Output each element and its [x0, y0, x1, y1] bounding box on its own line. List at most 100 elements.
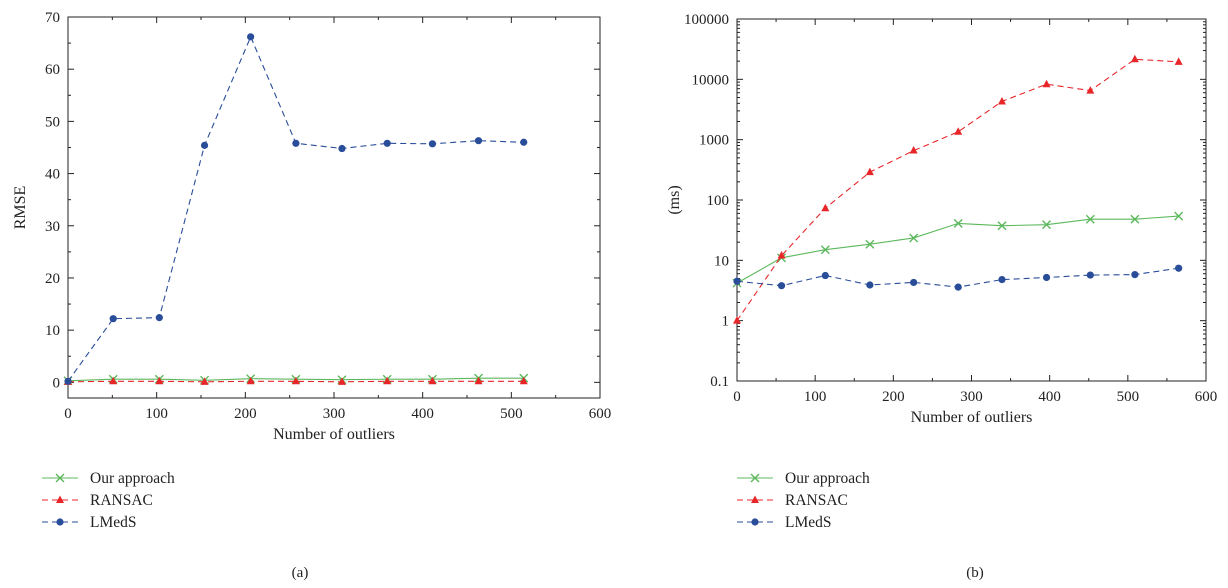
y-tick-label: 70	[45, 10, 60, 26]
data-point	[1130, 54, 1139, 63]
legend: Our approach RANSAC LMedS	[42, 470, 175, 531]
x-tick-label: 200	[882, 389, 905, 405]
data-point	[292, 139, 300, 147]
series-line	[67, 35, 524, 382]
x-tick-label: 600	[1195, 389, 1218, 405]
chart-1: 0 100 200 300 400 500 600 0.1 1 10 100 1000 10000 100…	[666, 12, 1217, 581]
y-tick-label: 0.1	[710, 374, 729, 390]
data-point	[64, 377, 72, 385]
panel-caption: (a)	[292, 565, 309, 581]
data-point	[337, 377, 346, 385]
series-lmeds	[733, 264, 1183, 291]
x-tick-label: 600	[589, 406, 612, 422]
data-point	[909, 233, 919, 243]
legend-label: Our approach	[90, 470, 175, 487]
series-our-approach	[732, 211, 1184, 288]
y-tick-label: 30	[45, 219, 60, 235]
data-point	[520, 138, 528, 146]
x-tick-label: 200	[234, 406, 257, 422]
data-point	[820, 245, 830, 255]
legend: Our approach RANSAC LMedS	[737, 470, 870, 531]
x-tick-label: 300	[323, 406, 346, 422]
data-point	[909, 146, 918, 154]
y-tick-label: 100	[707, 193, 730, 209]
data-point	[997, 221, 1007, 231]
data-point	[821, 203, 830, 212]
legend-marker	[750, 473, 760, 483]
data-point	[733, 277, 741, 285]
data-point	[474, 137, 483, 145]
data-point	[428, 376, 437, 385]
series-ransac	[733, 54, 1183, 324]
y-tick-label: 10	[45, 323, 60, 339]
y-tick-label: 100000	[684, 12, 729, 28]
x-axis-label: Number of outliers	[273, 426, 395, 443]
x-tick-label: 0	[733, 389, 741, 405]
chart-0: 0 100 200 300 400 500 600 0 10 20 30 40 50 60 70 Number…	[12, 10, 611, 581]
x-tick-label: 0	[64, 406, 72, 422]
data-point	[733, 316, 741, 324]
y-tick-label: 40	[45, 167, 60, 183]
data-point	[474, 376, 483, 385]
data-point	[1086, 271, 1094, 279]
legend-label: LMedS	[785, 514, 832, 531]
data-point	[1174, 57, 1183, 65]
y-tick-label: 0	[53, 375, 61, 391]
x-tick-label: 400	[1038, 389, 1061, 405]
data-point	[383, 376, 392, 385]
y-axis-label: (ms)	[666, 185, 683, 214]
data-point	[383, 139, 391, 147]
legend-marker	[56, 518, 64, 526]
data-point	[246, 376, 255, 385]
series-lmeds	[64, 33, 528, 385]
data-point	[1174, 211, 1184, 221]
data-point	[519, 376, 528, 385]
series-line	[736, 58, 1179, 322]
data-point	[200, 141, 209, 149]
x-tick-label: 100	[145, 406, 168, 422]
data-point	[291, 376, 300, 385]
data-point	[109, 376, 118, 385]
y-tick-label: 1	[722, 314, 730, 330]
data-point	[821, 271, 829, 280]
data-point	[428, 140, 437, 148]
legend-label: LMedS	[90, 514, 137, 531]
legend-marker	[751, 518, 759, 526]
x-tick-label: 300	[960, 389, 983, 405]
x-tick-label: 500	[500, 406, 523, 422]
data-point	[997, 96, 1006, 105]
data-point	[953, 218, 963, 228]
y-tick-label: 10	[714, 253, 729, 269]
legend-label: Our approach	[785, 470, 870, 487]
x-tick-label: 400	[411, 406, 434, 422]
data-point	[910, 278, 918, 287]
series-line	[736, 215, 1179, 284]
plot-frame	[67, 16, 601, 399]
legend-label: RANSAC	[785, 492, 848, 509]
data-point	[1042, 220, 1052, 230]
legend-marker	[56, 495, 64, 503]
series-ransac	[64, 376, 528, 385]
data-point	[155, 314, 163, 322]
panel-caption: (b)	[966, 565, 984, 581]
data-point	[1131, 271, 1139, 279]
data-point	[1086, 86, 1095, 94]
legend-label: RANSAC	[90, 492, 153, 509]
plot-frame	[736, 18, 1207, 382]
data-point	[1042, 79, 1051, 88]
legend-marker	[55, 473, 65, 483]
y-tick-label: 1000	[699, 133, 729, 149]
x-tick-label: 500	[1117, 389, 1140, 405]
data-point	[338, 144, 346, 153]
data-point	[998, 275, 1006, 284]
data-point	[1175, 264, 1183, 272]
data-point	[1130, 214, 1140, 224]
data-point	[109, 315, 117, 323]
x-tick-label: 100	[804, 389, 827, 405]
legend-marker	[751, 495, 759, 503]
data-point	[1042, 273, 1051, 282]
data-point	[1085, 214, 1095, 224]
data-point	[200, 377, 209, 385]
data-point	[954, 127, 963, 135]
data-point	[777, 282, 786, 290]
